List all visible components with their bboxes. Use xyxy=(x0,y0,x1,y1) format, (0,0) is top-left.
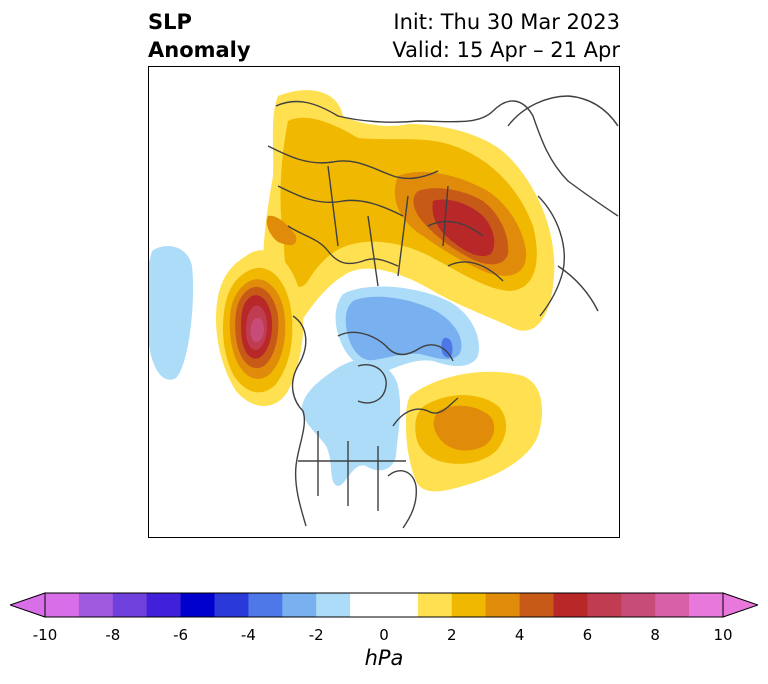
colorbar-tick-label: -8 xyxy=(105,626,121,644)
valid-range: Valid: 15 Apr – 21 Apr xyxy=(392,38,620,62)
colorbar-segment xyxy=(146,593,182,617)
colorbar-segment xyxy=(519,593,554,617)
colorbar-segment xyxy=(350,593,419,617)
colorbar-segment xyxy=(316,593,351,617)
colorbar-tick-label: 10 xyxy=(713,626,733,644)
map-svg xyxy=(148,66,620,538)
anomaly-ne-pacific-positive xyxy=(216,250,304,406)
colorbar-unit-label: hPa xyxy=(364,646,404,670)
colorbar-segment xyxy=(621,593,656,617)
colorbar-segment xyxy=(553,593,588,617)
colorbar-tick-label: -6 xyxy=(173,626,189,644)
title-variable-2: Anomaly xyxy=(148,38,251,62)
colorbar-segments xyxy=(45,593,724,617)
colorbar-tick-label: -2 xyxy=(308,626,324,644)
colorbar-tick-label: 4 xyxy=(514,626,525,644)
colorbar-segment xyxy=(587,593,622,617)
colorbar-tick-labels: -10 -8 -6 -4 -2 0 2 4 6 8 10 xyxy=(0,626,768,648)
anomaly-north-america-negative xyxy=(301,360,401,486)
colorbar-extend-low xyxy=(10,593,45,617)
colorbar-tick-label: -4 xyxy=(240,626,256,644)
colorbar-segment xyxy=(248,593,283,617)
colorbar-segment xyxy=(485,593,521,617)
colorbar-segment xyxy=(417,593,453,617)
colorbar-segment xyxy=(655,593,690,617)
map-border xyxy=(148,66,620,538)
colorbar-tick-label: -10 xyxy=(32,626,58,644)
title-variable: SLP xyxy=(148,10,192,34)
colorbar-extend-high xyxy=(723,593,758,617)
colorbar-segment xyxy=(112,593,148,617)
colorbar-segment xyxy=(451,593,487,617)
colorbar-extend-high-outline xyxy=(722,592,758,618)
coastlines xyxy=(267,95,619,529)
colorbar-tick-label: 0 xyxy=(379,626,389,644)
colorbar-segment xyxy=(78,593,114,617)
colorbar-segment xyxy=(214,593,249,617)
colorbar-segment xyxy=(282,593,317,617)
colorbar-segment xyxy=(45,593,80,617)
colorbar-tick-label: 8 xyxy=(650,626,660,644)
colorbar-tick-label: 2 xyxy=(447,626,457,644)
colorbar-segment xyxy=(689,593,724,617)
colorbar-extend-low-outline xyxy=(10,592,46,618)
colorbar-segment xyxy=(180,593,215,617)
anomaly-west-pacific-negative xyxy=(148,246,194,380)
anomaly-map xyxy=(148,66,620,538)
chart-title-left: SLP Anomaly xyxy=(148,8,251,64)
colorbar-tick-label: 6 xyxy=(582,626,593,644)
colorbar xyxy=(10,592,758,618)
chart-title-right: Init: Thu 30 Mar 2023 Valid: 15 Apr – 21… xyxy=(392,8,620,64)
init-date: Init: Thu 30 Mar 2023 xyxy=(393,10,620,34)
